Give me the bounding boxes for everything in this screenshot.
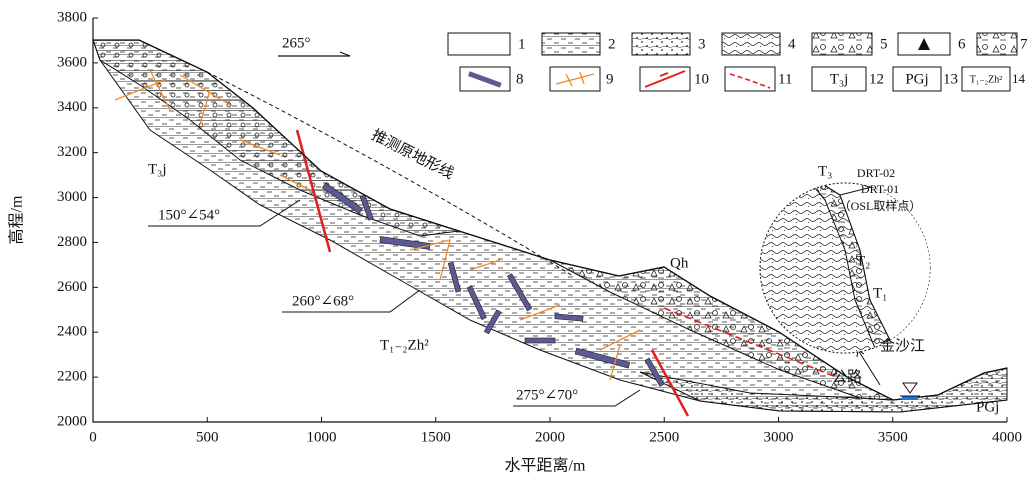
inset-label: DRT-01	[861, 182, 899, 196]
y-tick-label: 3800	[57, 9, 87, 25]
y-tick-label: 2600	[57, 279, 87, 295]
inset-label: DRT-02	[857, 166, 895, 180]
y-tick-label: 3200	[57, 144, 87, 160]
legend-number: 1	[518, 36, 526, 52]
legend-swatch	[976, 32, 1018, 56]
y-tick-label: 3000	[57, 189, 87, 205]
veins	[114, 69, 641, 381]
legend-swatch	[961, 66, 1011, 92]
legend-swatch	[811, 66, 867, 92]
legend: T₃j PGj T₁₋₂Zh² 1 2 3 4 5 6 7 8 9 10 11 …	[447, 32, 1028, 92]
legend-swatch	[724, 66, 776, 92]
y-tick-label: 3600	[57, 54, 87, 70]
attitude-leader	[282, 289, 421, 313]
x-tick-label: 500	[196, 429, 219, 445]
direction-arrow	[278, 51, 351, 57]
legend-swatch	[631, 32, 691, 56]
legend-number: 5	[880, 36, 888, 52]
inset-label: T₁	[873, 285, 887, 301]
legend-number: 4	[788, 36, 796, 52]
inferred-fault	[663, 307, 837, 378]
y-tick-label: 2800	[57, 234, 87, 250]
x-tick-label: 1500	[421, 429, 451, 445]
x-axis-label: 水平距离/m	[505, 457, 586, 475]
legend-icon	[467, 71, 502, 88]
x-tick-label: 2500	[649, 429, 679, 445]
x-tick-label: 3500	[878, 429, 908, 445]
inferred-surface	[206, 71, 574, 277]
legend-swatch	[541, 32, 601, 56]
legend-number: 11	[778, 71, 792, 87]
annotation: 265°	[282, 35, 311, 51]
annotation: T₁₋₂Zh²	[380, 337, 429, 353]
y-tick-label: 2000	[57, 413, 87, 429]
river	[902, 396, 918, 400]
inset-label: （OSL取样点）	[839, 198, 922, 213]
fault	[295, 129, 332, 253]
y-tick-label: 2200	[57, 369, 87, 385]
annotation: 推测原地形线	[369, 126, 457, 182]
legend-swatch	[811, 32, 873, 56]
legend-number: 2	[608, 36, 616, 52]
legend-number: 13	[943, 71, 958, 87]
x-tick-label: 1000	[307, 429, 337, 445]
y-tick-label: 2400	[57, 324, 87, 340]
fault	[650, 349, 690, 417]
legend-box-label: T₃j	[830, 71, 849, 87]
legend-swatch	[447, 32, 511, 56]
y-tick-label: 3400	[57, 99, 87, 115]
legend-number: 10	[694, 71, 709, 87]
annotation: 公路	[832, 368, 862, 385]
inset: T₃ DRT-02 DRT-01 （OSL取样点） T₂ T₁	[759, 163, 931, 354]
river-marker	[900, 382, 920, 397]
attitude-leader	[513, 389, 641, 407]
x-tick-label: 0	[89, 429, 97, 445]
attitude-leader	[148, 199, 301, 227]
legend-swatch	[721, 32, 781, 56]
legend-box-label: PGj	[905, 71, 928, 87]
legend-number: 3	[698, 36, 706, 52]
annotation: 260°∠68°	[292, 293, 354, 309]
legend-number: 14	[1012, 71, 1026, 86]
lenses	[321, 182, 665, 387]
y-axis-label: 高程/m	[8, 195, 26, 244]
legend-icon	[918, 38, 930, 50]
annotation: T₃j	[148, 161, 167, 177]
annotation: 金沙江	[880, 337, 925, 354]
legend-number: 9	[606, 71, 614, 87]
annotation: Qh	[670, 255, 689, 271]
x-tick-label: 2000	[535, 429, 565, 445]
annotation: 150°∠54°	[158, 207, 220, 223]
legend-number: 12	[869, 71, 884, 87]
x-tick-label: 4000	[992, 429, 1022, 445]
legend-box-label: T₁₋₂Zh²	[970, 74, 1002, 85]
legend-icon	[644, 70, 686, 88]
legend-number: 6	[958, 36, 966, 52]
legend-number: 7	[1020, 36, 1028, 52]
legend-number: 8	[516, 71, 524, 87]
legend-icon	[555, 71, 595, 87]
annotation: 275°∠70°	[516, 387, 578, 403]
inset-label: T₃	[818, 163, 832, 179]
x-tick-label: 3000	[764, 429, 794, 445]
inset-label: T₂	[856, 253, 870, 269]
legend-icon	[729, 73, 771, 89]
legend-swatch	[892, 66, 942, 92]
annotation: PGj	[976, 399, 999, 415]
